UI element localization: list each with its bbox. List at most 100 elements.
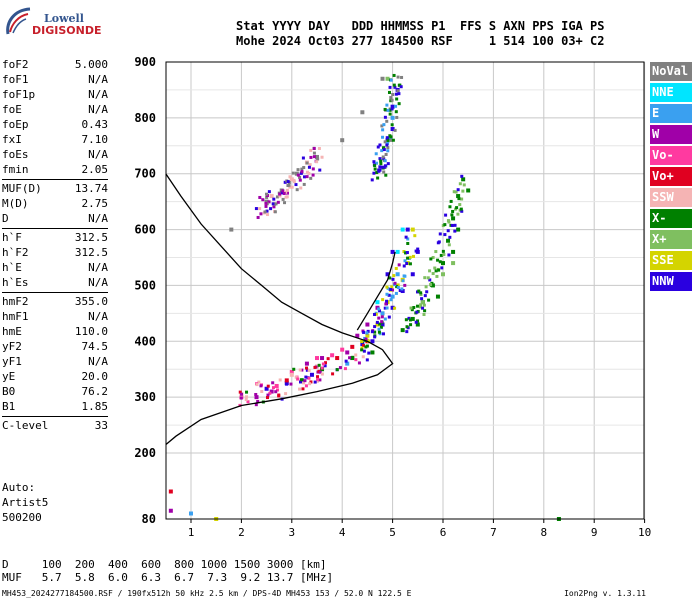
- trace-mark: [312, 147, 316, 151]
- trace-mark: [272, 205, 276, 209]
- trace-mark: [254, 403, 258, 407]
- trace-mark: [385, 292, 389, 296]
- trace-mark: [344, 359, 348, 363]
- trace-mark: [385, 103, 389, 107]
- trace-mark: [387, 293, 391, 297]
- trace-mark: [314, 159, 318, 163]
- trace-mark: [305, 368, 309, 372]
- param-row: foF1 N/A: [2, 72, 108, 87]
- trace-mark: [255, 382, 259, 386]
- trace-mark: [317, 363, 321, 367]
- trace-mark: [394, 92, 398, 96]
- x-tick-label: 6: [440, 526, 447, 539]
- trace-mark: [298, 178, 302, 182]
- trace-mark: [256, 400, 260, 404]
- trace-mark: [385, 306, 389, 310]
- trace-mark: [338, 366, 342, 370]
- trace-mark: [393, 128, 397, 132]
- trace-mark: [398, 288, 402, 292]
- auto-code: 500200: [2, 511, 42, 524]
- trace-mark: [268, 391, 272, 395]
- data-point-sse: [395, 283, 400, 288]
- trace-mark: [402, 274, 406, 278]
- trace-mark: [434, 269, 438, 273]
- trace-mark: [380, 165, 384, 169]
- param-name: D: [2, 212, 9, 225]
- param-row: h`F 312.5: [2, 230, 108, 245]
- trace-mark: [388, 137, 392, 141]
- data-point-ssw: [304, 160, 309, 165]
- trace-mark: [389, 96, 393, 100]
- data-point-vo-: [335, 356, 340, 361]
- trace-mark: [370, 330, 374, 334]
- legend-item-w: W: [650, 125, 692, 144]
- data-point-sse: [400, 277, 405, 282]
- trace-mark: [289, 382, 293, 386]
- param-value: 20.0: [81, 370, 109, 383]
- trace-mark: [382, 158, 386, 162]
- trace-mark: [383, 107, 387, 111]
- trace-mark: [405, 251, 409, 255]
- trace-mark: [284, 392, 288, 396]
- trace-mark: [301, 387, 305, 391]
- trace-mark: [380, 124, 384, 128]
- x-tick-label: 4: [339, 526, 346, 539]
- trace-mark: [422, 303, 426, 307]
- trace-mark: [385, 136, 389, 140]
- trace-mark: [318, 168, 322, 172]
- y-tick-label: 200: [134, 446, 156, 460]
- trace-mark: [267, 190, 271, 194]
- trace-mark: [335, 368, 339, 372]
- trace-mark: [394, 104, 398, 108]
- trace-mark: [374, 312, 378, 316]
- trace-mark: [390, 285, 394, 289]
- trace-mark: [309, 380, 313, 384]
- trace-mark: [420, 297, 424, 301]
- param-separator: [2, 179, 108, 180]
- trace-mark: [320, 155, 324, 159]
- trace-mark: [391, 93, 395, 97]
- trace-mark: [389, 288, 393, 292]
- data-point-vo-: [239, 395, 244, 400]
- trace-mark: [373, 335, 377, 339]
- data-point-ssw: [289, 372, 294, 377]
- trace-mark: [273, 210, 277, 214]
- trace-mark: [261, 400, 265, 404]
- trace-mark: [382, 157, 386, 161]
- trace-mark: [258, 195, 262, 199]
- trace-mark: [400, 75, 404, 79]
- trace-mark: [284, 195, 288, 199]
- param-value: N/A: [88, 212, 108, 225]
- trace-mark: [372, 171, 376, 175]
- trace-mark: [411, 254, 415, 258]
- trace-mark: [360, 340, 364, 344]
- trace-mark: [385, 143, 389, 147]
- trace-mark: [365, 344, 369, 348]
- trace-mark: [422, 313, 426, 317]
- legend-item-ssw: SSW: [650, 188, 692, 207]
- trace-mark: [366, 338, 370, 342]
- data-point-nnw: [284, 381, 289, 386]
- trace-mark: [415, 310, 419, 314]
- data-point-nne: [375, 300, 380, 305]
- trace-mark: [266, 213, 270, 217]
- data-point-sse: [410, 227, 415, 232]
- trace-mark: [423, 276, 427, 280]
- trace-mark: [462, 183, 466, 187]
- trace-mark: [414, 249, 418, 253]
- trace-mark: [406, 326, 410, 330]
- trace-mark: [265, 396, 269, 400]
- trace-mark: [309, 148, 313, 152]
- trace-mark: [461, 189, 465, 193]
- trace-mark: [428, 269, 432, 273]
- trace-mark: [285, 188, 289, 192]
- trace-mark: [278, 192, 282, 196]
- trace-mark: [291, 171, 295, 175]
- param-row: foEs N/A: [2, 147, 108, 162]
- trace-mark: [292, 178, 296, 182]
- trace-mark: [377, 168, 381, 172]
- trace-mark: [457, 197, 461, 201]
- y-tick-label: 900: [134, 55, 156, 69]
- x-tick-label: 9: [591, 526, 598, 539]
- trace-mark: [254, 207, 258, 211]
